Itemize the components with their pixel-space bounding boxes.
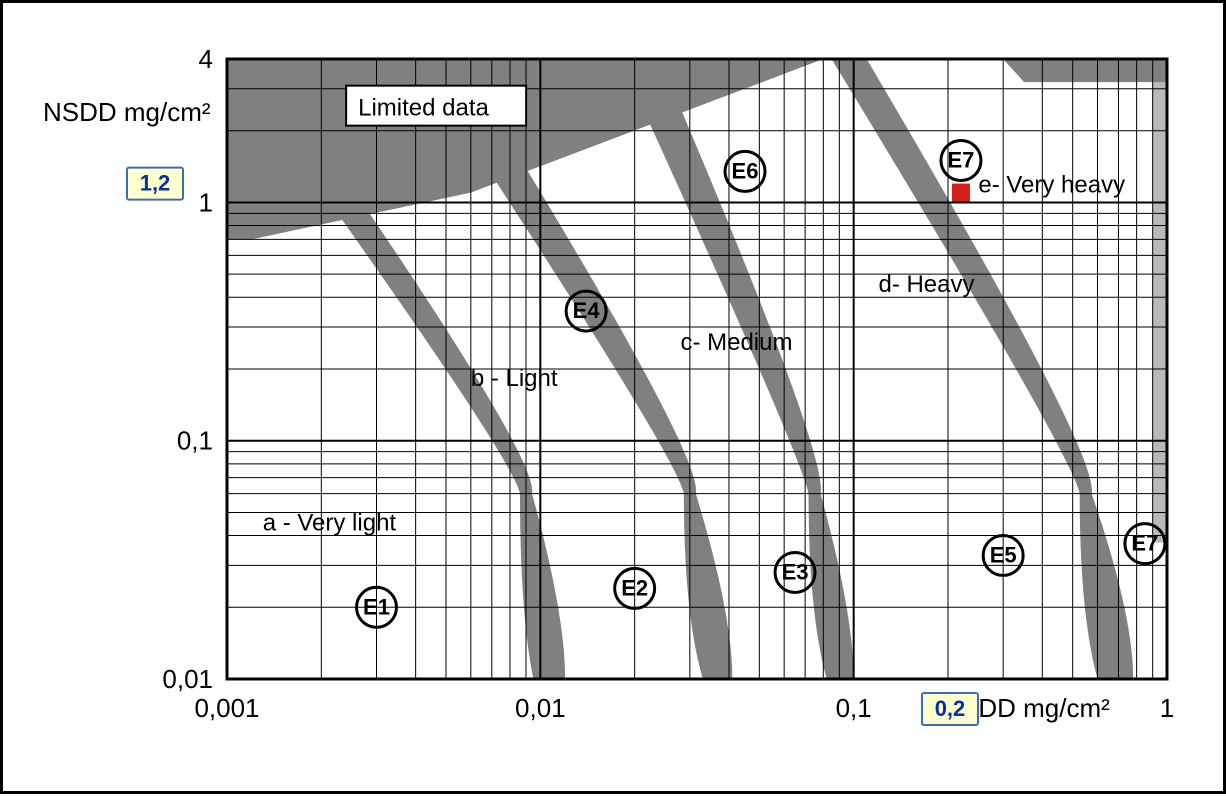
y-tick-label: 4 (199, 44, 213, 74)
e-marker-E3: E3 (775, 552, 815, 592)
e-marker-E7: E7 (941, 140, 981, 180)
data-point-red (952, 184, 970, 202)
svg-text:0,2: 0,2 (935, 696, 966, 721)
svg-text:E3: E3 (782, 559, 809, 584)
value-badge-1-2: 1,2 (127, 168, 183, 200)
limited-data-box: Limited data (346, 86, 526, 126)
svg-text:E6: E6 (732, 158, 759, 183)
svg-text:E5: E5 (990, 542, 1017, 567)
x-tick-label: 1 (1160, 693, 1174, 723)
region-label-b: b - Light (471, 365, 558, 392)
region-label-c: c- Medium (680, 329, 792, 356)
svg-text:E2: E2 (621, 575, 648, 600)
e-marker-E7b: E7 (1125, 524, 1165, 564)
y-axis-label: NSDD mg/cm² (43, 97, 211, 127)
svg-text:E7: E7 (947, 147, 974, 172)
y-tick-label: 0,1 (177, 426, 213, 456)
value-badge-0-2: 0,2 (922, 693, 978, 725)
region-label-e: e- Very heavy (978, 172, 1125, 199)
y-tick-label: 1 (199, 187, 213, 217)
x-tick-label: 0,001 (194, 693, 259, 723)
svg-text:E7: E7 (1131, 531, 1158, 556)
y-tick-label: 0,01 (162, 664, 213, 694)
x-axis-label: DD mg/cm² (978, 693, 1110, 723)
plot-wrap: Limited data a - Very light b - Light c- Me… (3, 3, 1223, 791)
region-label-a: a - Very light (263, 509, 397, 536)
plot-area (227, 59, 1167, 679)
svg-text:E1: E1 (363, 594, 390, 619)
svg-text:E4: E4 (573, 298, 601, 323)
limited-data-label: Limited data (358, 95, 489, 122)
chart-svg: Limited data a - Very light b - Light c- Me… (3, 3, 1226, 797)
region-label-d: d- Heavy (878, 271, 974, 298)
x-tick-label: 0,01 (515, 693, 566, 723)
chart-frame: Limited data a - Very light b - Light c- Me… (0, 0, 1226, 794)
svg-text:1,2: 1,2 (140, 171, 171, 196)
x-tick-label: 0,1 (836, 693, 872, 723)
